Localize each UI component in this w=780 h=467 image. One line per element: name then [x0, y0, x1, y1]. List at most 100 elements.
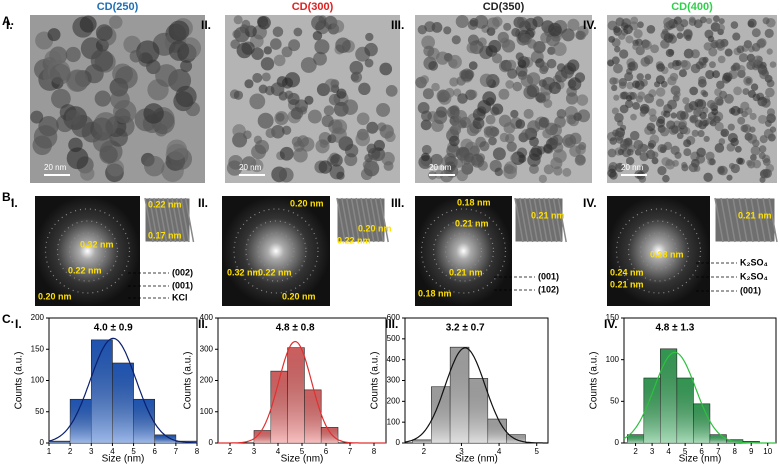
- particle: [377, 122, 387, 132]
- particle: [705, 17, 713, 25]
- y-tick-label: 100: [606, 355, 620, 364]
- particle: [298, 106, 308, 115]
- particle: [284, 90, 294, 100]
- particle: [272, 26, 284, 38]
- particle: [746, 159, 753, 167]
- particle: [65, 46, 81, 63]
- bar-shade: [270, 371, 288, 443]
- lattice-label: 0.17 nm: [148, 230, 182, 240]
- lattice-fringe: [538, 197, 548, 243]
- particle: [646, 122, 656, 132]
- particle: [421, 35, 436, 50]
- particle: [608, 35, 616, 43]
- lattice-fringe: [166, 197, 177, 243]
- particle: [695, 106, 704, 115]
- particle: [750, 154, 757, 161]
- particle: [424, 21, 436, 33]
- particle: [724, 48, 733, 57]
- annotation: 4.8 ± 1.3: [655, 323, 694, 334]
- particle: [542, 128, 553, 139]
- particle: [355, 131, 371, 147]
- particle: [366, 121, 379, 134]
- annotation: 4.8 ± 0.8: [276, 323, 315, 334]
- y-tick-label: 400: [387, 355, 401, 364]
- particle: [230, 39, 240, 50]
- lattice-label: 0.21 nm: [738, 210, 772, 220]
- particle: [716, 23, 725, 33]
- particle: [716, 80, 725, 90]
- particle: [249, 93, 266, 110]
- fft-image: [222, 196, 330, 306]
- particle: [681, 161, 688, 169]
- particle: [630, 113, 637, 121]
- lattice-fringe: [379, 197, 389, 243]
- particle: [274, 111, 289, 126]
- particle: [750, 83, 759, 91]
- particles: [607, 15, 777, 183]
- y-tick-label: 100: [31, 376, 45, 385]
- particle: [766, 48, 773, 55]
- particle: [625, 95, 633, 102]
- particle: [646, 24, 656, 34]
- lattice-label: 0.21 nm: [455, 218, 489, 228]
- bar-shade: [431, 386, 451, 443]
- x-axis-label: Size (nm): [679, 454, 722, 465]
- particle: [607, 168, 617, 178]
- particle: [144, 155, 165, 177]
- lattice-label: 0.20 nm: [38, 291, 72, 301]
- particle: [65, 69, 89, 92]
- particle: [752, 159, 762, 169]
- particle: [714, 121, 724, 132]
- particle: [567, 18, 580, 31]
- lattice-fringe: [523, 197, 534, 243]
- particle: [293, 27, 303, 37]
- chart-numeral: IV.: [604, 317, 618, 331]
- particle: [650, 44, 659, 54]
- lattice-fringe: [557, 197, 567, 243]
- x-tick-label: 8: [195, 447, 200, 456]
- numeral: II.: [201, 18, 211, 32]
- particle: [423, 45, 435, 57]
- x-tick-label: 6: [699, 447, 704, 456]
- particle: [485, 114, 496, 125]
- y-tick-label: 50: [610, 396, 619, 405]
- particle: [553, 166, 563, 176]
- x-tick-label: 4: [276, 447, 281, 456]
- particle: [621, 147, 632, 158]
- particle: [115, 66, 138, 89]
- particle: [376, 102, 391, 117]
- particle: [315, 139, 330, 154]
- panel-label: B.: [2, 190, 14, 204]
- bar-shade: [676, 378, 694, 443]
- particle: [494, 167, 503, 177]
- lattice-label: 0.20 nm: [358, 223, 392, 233]
- panel-label: A.: [2, 14, 14, 28]
- particle: [624, 72, 634, 82]
- particle: [614, 112, 624, 123]
- particle: [428, 60, 439, 71]
- y-axis-label: Counts (a.u.): [14, 352, 25, 410]
- particle: [764, 28, 774, 38]
- particle: [623, 24, 633, 35]
- particle: [576, 94, 589, 106]
- x-tick-label: 8: [372, 447, 377, 456]
- particle: [261, 21, 270, 30]
- particle: [654, 81, 661, 88]
- particle: [614, 46, 621, 53]
- particle: [619, 81, 627, 89]
- bar-shade: [133, 399, 155, 443]
- lattice-fringe: [768, 197, 778, 243]
- particle: [705, 69, 715, 80]
- lattice-fringe: [148, 197, 159, 243]
- x-tick-label: 2: [422, 447, 427, 456]
- diffraction-ring: [615, 208, 702, 294]
- particle: [321, 115, 334, 128]
- particle: [709, 158, 716, 166]
- particle: [443, 26, 452, 35]
- particle: [314, 39, 330, 55]
- x-tick-label: 3: [89, 447, 94, 456]
- particle: [419, 75, 429, 85]
- particle: [629, 130, 640, 141]
- particle: [663, 110, 671, 118]
- particle: [683, 48, 694, 59]
